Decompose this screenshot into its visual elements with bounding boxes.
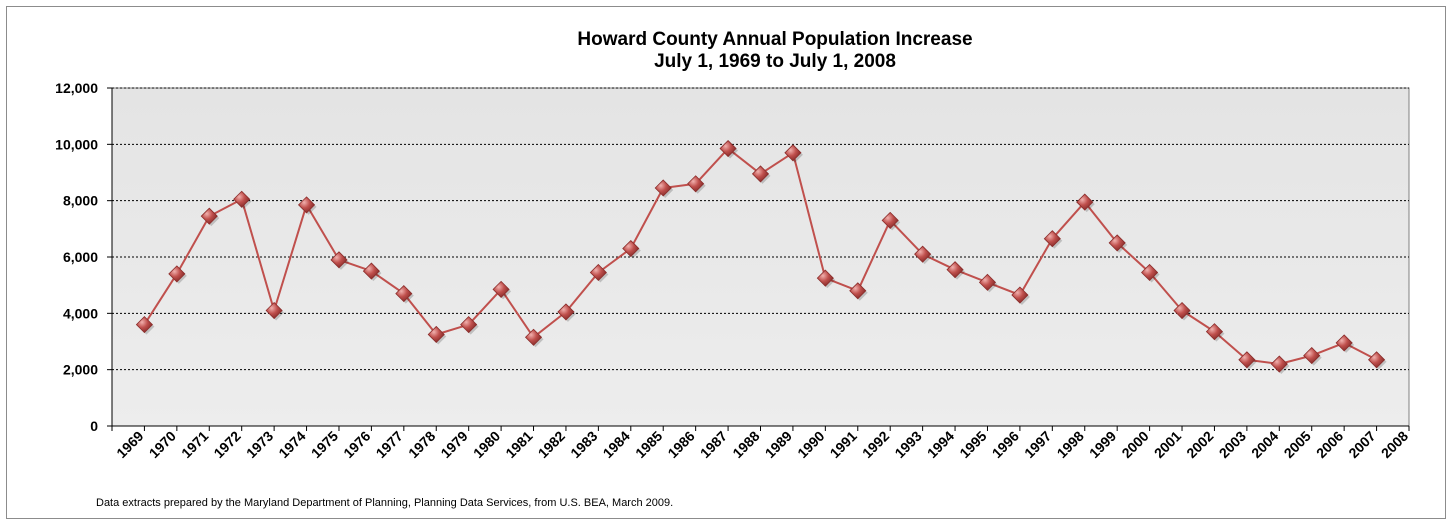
x-tick-label: 1984 bbox=[600, 428, 633, 461]
x-tick-label: 2005 bbox=[1281, 428, 1314, 461]
chart-frame: Howard County Annual Population Increase… bbox=[6, 6, 1446, 519]
data-point bbox=[395, 285, 413, 303]
x-tick-label: 1992 bbox=[859, 428, 892, 461]
data-point bbox=[784, 144, 802, 162]
data-point bbox=[816, 269, 834, 287]
x-tick-label: 1974 bbox=[275, 428, 308, 461]
chart-subtitle: July 1, 1969 to July 1, 2008 bbox=[654, 51, 896, 72]
data-point bbox=[1011, 286, 1029, 304]
data-point bbox=[362, 262, 380, 280]
data-point bbox=[849, 282, 867, 300]
x-tick-label: 2008 bbox=[1378, 428, 1411, 461]
data-point bbox=[1368, 351, 1386, 369]
x-tick-label: 1971 bbox=[178, 428, 211, 461]
axes bbox=[111, 88, 1410, 431]
source-note: Data extracts prepared by the Maryland D… bbox=[96, 497, 674, 509]
x-tick-label: 1970 bbox=[146, 428, 179, 461]
x-tick-label: 2007 bbox=[1345, 428, 1378, 461]
y-tick-label: 12,000 bbox=[55, 80, 98, 96]
data-point bbox=[622, 239, 640, 258]
x-tick-label: 1993 bbox=[891, 428, 924, 461]
data-point bbox=[135, 316, 153, 334]
y-tick-label: 4,000 bbox=[63, 305, 98, 321]
data-point bbox=[654, 179, 672, 197]
data-point bbox=[1043, 230, 1061, 248]
x-tick-label: 2006 bbox=[1313, 428, 1346, 461]
data-point bbox=[297, 196, 316, 214]
x-tick-label: 1980 bbox=[470, 428, 503, 461]
data-point bbox=[1205, 323, 1224, 341]
x-tick-label: 1996 bbox=[989, 428, 1022, 461]
x-tick-label: 1985 bbox=[632, 428, 665, 461]
chart-title: Howard County Annual Population Increase bbox=[577, 29, 972, 50]
x-tick-label: 1972 bbox=[210, 428, 243, 461]
x-tick-label: 1977 bbox=[373, 428, 406, 461]
x-tick-label: 1995 bbox=[956, 428, 989, 461]
x-tick-label: 1997 bbox=[1021, 428, 1054, 461]
data-point bbox=[1335, 334, 1353, 352]
y-tick-label: 2,000 bbox=[63, 362, 98, 378]
data-point bbox=[427, 325, 445, 344]
data-point bbox=[1173, 301, 1191, 320]
x-tick-label: 1983 bbox=[567, 428, 600, 461]
x-tick-label: 2000 bbox=[1118, 428, 1151, 461]
x-tick-label: 1994 bbox=[924, 428, 957, 461]
data-point bbox=[1238, 351, 1256, 369]
x-tick-label: 1999 bbox=[1086, 428, 1119, 461]
x-tick-label: 2004 bbox=[1248, 428, 1281, 461]
data-point bbox=[524, 328, 543, 346]
data-point bbox=[719, 139, 737, 158]
x-tick-label: 1991 bbox=[827, 428, 860, 461]
data-point bbox=[687, 175, 705, 193]
x-tick-label: 1986 bbox=[664, 428, 697, 461]
x-tick-label: 1987 bbox=[697, 428, 730, 461]
data-point bbox=[1303, 347, 1321, 365]
x-tick-label: 2003 bbox=[1216, 428, 1249, 461]
y-axis-tick-labels: 0 2,000 4,000 6,000 8,000 10,000 12,000 bbox=[55, 80, 98, 434]
x-tick-label: 1988 bbox=[729, 428, 762, 461]
y-tick-label: 6,000 bbox=[63, 249, 98, 265]
y-tick-label: 0 bbox=[90, 418, 98, 434]
data-point bbox=[200, 207, 218, 225]
x-tick-label: 1990 bbox=[794, 428, 827, 461]
data-point bbox=[946, 261, 964, 279]
x-tick-label: 1982 bbox=[535, 428, 568, 461]
data-point bbox=[330, 251, 348, 269]
y-tick-label: 8,000 bbox=[63, 193, 98, 209]
data-point bbox=[914, 245, 932, 263]
x-tick-label: 2001 bbox=[1151, 428, 1184, 461]
data-point bbox=[751, 165, 770, 183]
x-tick-label: 1981 bbox=[502, 428, 535, 461]
data-point bbox=[1108, 234, 1126, 252]
data-point bbox=[557, 303, 575, 321]
chart-area: Howard County Annual Population Increase… bbox=[55, 29, 1411, 461]
data-point bbox=[168, 265, 186, 283]
data-point bbox=[1141, 263, 1159, 282]
x-tick-label: 1969 bbox=[113, 428, 146, 461]
x-tick-label: 1998 bbox=[1054, 428, 1087, 461]
data-point bbox=[492, 280, 510, 298]
data-point-markers bbox=[135, 139, 1387, 375]
x-axis-tick-labels: 1969 1970 1971 1972 1973 1974 1975 1976 1977 1978… bbox=[113, 428, 1411, 461]
x-tick-label: 1973 bbox=[243, 428, 276, 461]
data-point bbox=[460, 316, 478, 334]
x-tick-label: 1979 bbox=[437, 428, 470, 461]
data-point bbox=[233, 190, 251, 208]
x-tick-label: 1989 bbox=[762, 428, 795, 461]
data-point bbox=[1076, 193, 1094, 211]
y-tick-label: 10,000 bbox=[55, 136, 98, 152]
data-point bbox=[589, 263, 607, 282]
x-tick-label: 1975 bbox=[308, 428, 341, 461]
x-tick-label: 1976 bbox=[340, 428, 373, 461]
gridlines bbox=[107, 87, 1409, 427]
x-tick-label: 1978 bbox=[405, 428, 438, 461]
data-point bbox=[265, 301, 283, 320]
x-tick-label: 2002 bbox=[1183, 428, 1216, 461]
data-point bbox=[978, 273, 997, 291]
data-point bbox=[1270, 355, 1288, 373]
data-point bbox=[881, 211, 899, 229]
